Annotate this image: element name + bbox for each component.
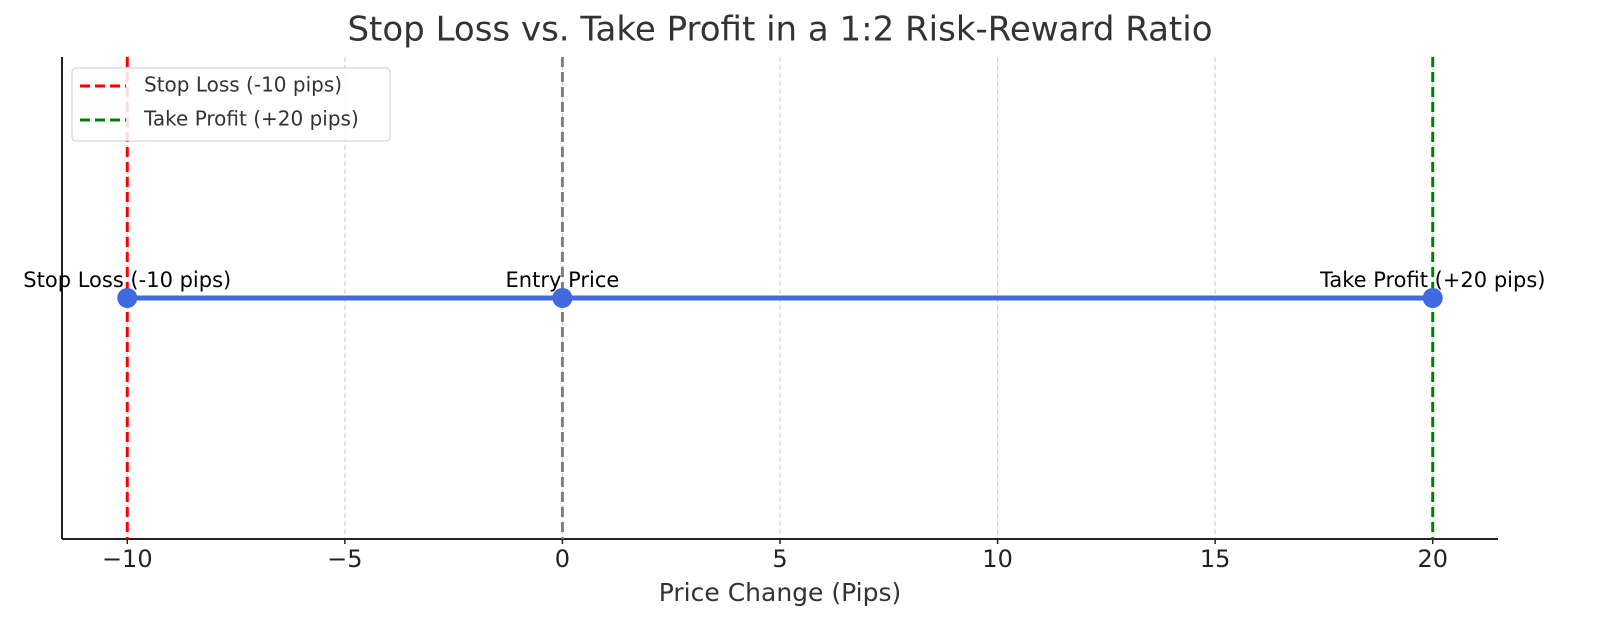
point-label: Take Profit (+20 pips) [1319, 268, 1546, 292]
x-tick-label: 20 [1417, 545, 1448, 573]
point-label: Stop Loss (-10 pips) [23, 268, 231, 292]
legend-label: Stop Loss (-10 pips) [144, 73, 342, 97]
x-axis-label: Price Change (Pips) [659, 578, 901, 607]
chart-title: Stop Loss vs. Take Profit in a 1:2 Risk-… [347, 10, 1212, 50]
legend-box [71, 67, 391, 142]
x-tick-label: −10 [102, 545, 153, 573]
x-tick-label: −5 [327, 545, 362, 573]
x-tick-label: 15 [1200, 545, 1231, 573]
point [552, 288, 573, 308]
x-tick-label: 0 [555, 545, 570, 573]
legend-label: Take Profit (+20 pips) [143, 107, 359, 131]
point [117, 288, 138, 308]
x-tick-label: 5 [772, 545, 787, 573]
x-tick-label: 10 [982, 545, 1013, 573]
point-label: Entry Price [506, 268, 620, 292]
point [1422, 288, 1443, 308]
